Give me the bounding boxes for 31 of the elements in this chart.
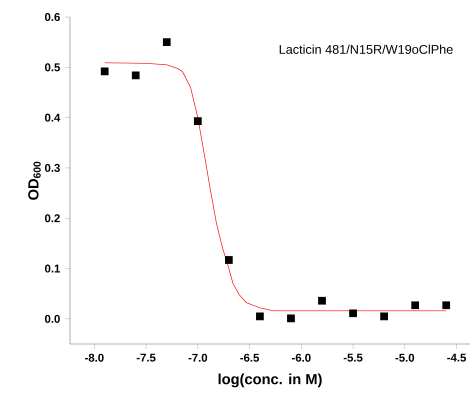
point [318, 296, 326, 305]
x-tick-label: -6.5 [240, 354, 260, 362]
y-tick-label: 0.1 [44, 264, 60, 273]
y-tick-label: 0.3 [44, 164, 60, 172]
x-tick-label: -6.0 [292, 354, 311, 362]
x-tick-label: -4.5 [447, 354, 466, 362]
x-tick-label: -7.5 [136, 354, 156, 362]
y-tick-label: 0.4 [44, 114, 60, 122]
point [380, 312, 388, 320]
line-series [104, 62, 447, 312]
point [287, 314, 295, 322]
y-axis-title: OD$_{600}$ [28, 162, 41, 200]
y-tick-label: 0.0 [44, 314, 60, 323]
x-tick-label: -7.0 [188, 354, 208, 362]
y-tick-label: 0.2 [44, 214, 60, 222]
x-tick-label: -5.0 [395, 354, 414, 362]
y-tick-label: 0.5 [44, 63, 60, 72]
x-axis-title: log(conc. in M) [218, 374, 322, 388]
point [224, 256, 233, 264]
point [442, 301, 450, 310]
y-tick-label: 0.6 [44, 13, 60, 22]
point [100, 67, 109, 76]
x-tick-label: -8.0 [85, 354, 104, 362]
point [349, 309, 357, 318]
annotation: Lacticin 481/N15R/W19oClPhe [280, 44, 453, 54]
point [132, 71, 140, 80]
point [162, 38, 171, 46]
point [256, 312, 264, 320]
x-tick-label: -5.5 [344, 354, 362, 362]
point [411, 301, 420, 310]
point [194, 117, 202, 126]
